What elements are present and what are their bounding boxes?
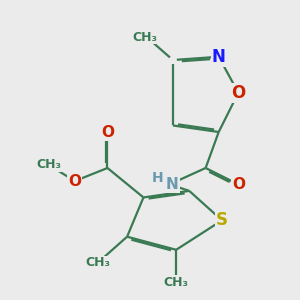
Text: CH₃: CH₃ — [36, 158, 61, 171]
Text: H: H — [152, 172, 163, 185]
Text: O: O — [232, 177, 245, 192]
Text: N: N — [212, 48, 226, 66]
Text: CH₃: CH₃ — [164, 276, 189, 289]
Text: S: S — [216, 211, 228, 229]
Text: O: O — [231, 84, 245, 102]
Text: CH₃: CH₃ — [133, 31, 158, 44]
Text: O: O — [101, 124, 114, 140]
Text: O: O — [68, 174, 81, 189]
Text: N: N — [166, 177, 178, 192]
Text: CH₃: CH₃ — [85, 256, 110, 269]
